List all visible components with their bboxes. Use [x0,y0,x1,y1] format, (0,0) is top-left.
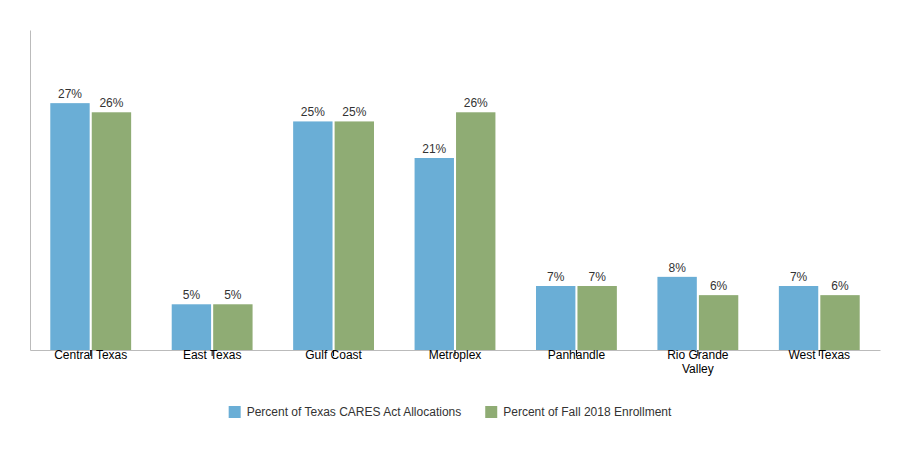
bar [820,295,859,350]
x-tick: Metroplex [429,348,482,362]
data-label: 7% [588,270,606,284]
bar [335,121,374,350]
bar [657,277,696,350]
bar [172,304,211,350]
y-axis-line [30,31,31,351]
x-tick-label-line: Rio Grande [667,348,729,362]
bar [779,286,818,350]
legend-swatch [229,406,241,418]
data-label: 7% [790,270,808,284]
x-tick-label: West Texas [788,348,850,362]
y-axis [30,31,31,351]
x-tick-label-line: Gulf Coast [305,348,362,362]
x-tick: Panhandle [548,348,606,362]
bar [213,304,252,350]
x-tick-label-line: Panhandle [548,348,606,362]
legend-item: Percent of Texas CARES Act Allocations [229,405,462,419]
data-labels: 27% 5% 25% 21% 7% 8% 7% 26% 5% 25% 26% 7% 6% 6% [58,87,849,302]
bar [92,112,131,350]
bar-series [50,103,818,350]
x-tick-label: Central Texas [54,348,127,362]
x-tick-label: East Texas [183,348,241,362]
x-tick-label-line: Central Texas [54,348,127,362]
x-tick-label-line: West Texas [788,348,850,362]
data-label: 21% [422,142,446,156]
bars [50,103,859,350]
data-label: 8% [668,261,686,275]
bar [293,121,332,350]
legend-swatch [485,406,497,418]
x-tick-label-line: Valley [682,362,714,376]
bar [536,286,575,350]
legend: Percent of Texas CARES Act Allocations Pe… [229,405,672,419]
chart-svg: 27% 5% 25% 21% 7% 8% 7% 26% 5% 25% 26% 7% 6% 6% Centra… [0,0,900,450]
data-label: 5% [183,288,201,302]
bar-series [92,112,860,350]
data-label: 26% [464,96,488,110]
plot: 27% 5% 25% 21% 7% 8% 7% 26% 5% 25% 26% 7% 6% 6% Centra… [31,31,881,376]
x-tick-label: Metroplex [429,348,482,362]
bar [577,286,616,350]
bar [699,295,738,350]
bar [456,112,495,350]
data-label: 25% [301,105,325,119]
data-label: 27% [58,87,82,101]
bar [50,103,89,350]
x-tick: Central Texas [54,348,127,362]
x-tick-label: Panhandle [548,348,606,362]
data-label: 7% [547,270,565,284]
x-tick: West Texas [788,348,850,362]
x-tick: East Texas [183,348,241,362]
x-tick: Rio GrandeValley [667,348,729,376]
x-tick: Gulf Coast [305,348,362,362]
x-tick-label: Gulf Coast [305,348,362,362]
x-tick-label: Rio GrandeValley [667,348,729,376]
chart-container: 27% 5% 25% 21% 7% 8% 7% 26% 5% 25% 26% 7% 6% 6% Centra… [0,0,900,450]
bar [415,158,454,350]
legend-item: Percent of Fall 2018 Enrollment [485,405,672,419]
legend-label: Percent of Fall 2018 Enrollment [503,405,672,419]
x-axis: Central Texas East Texas Gulf Coast Metropl… [31,348,881,376]
data-label: 5% [224,288,242,302]
data-label: 6% [831,279,849,293]
legend-label: Percent of Texas CARES Act Allocations [247,405,462,419]
x-tick-label-line: Metroplex [429,348,482,362]
data-label: 25% [342,105,366,119]
data-label: 6% [710,279,728,293]
data-label: 26% [99,96,123,110]
x-tick-label-line: East Texas [183,348,241,362]
